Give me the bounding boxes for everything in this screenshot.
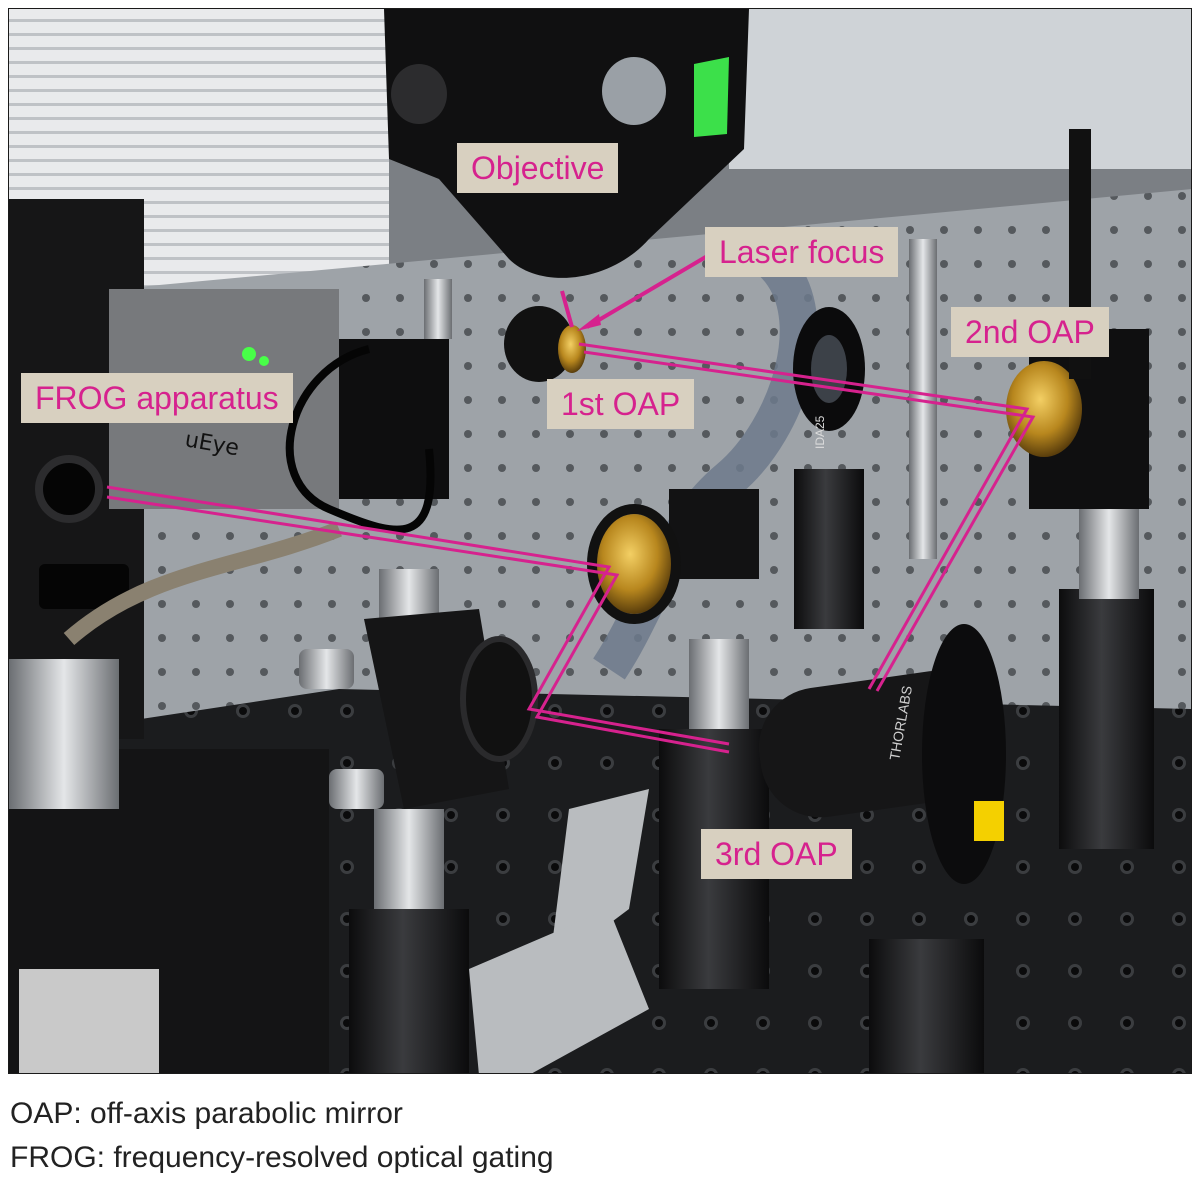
label-laser-focus: Laser focus [705,227,899,277]
label-objective: Objective [457,143,619,193]
label-1st-oap: 1st OAP [547,379,695,429]
optical-setup-illustration: uEye IDA25 THORLABS [9,9,1191,1073]
laser-beam-path [106,342,1036,754]
figure-caption: OAP: off-axis parabolic mirror FROG: fre… [10,1092,554,1180]
caption-frog-definition: FROG: frequency-resolved optical gating [10,1141,554,1174]
iris-marking-text: IDA25 [813,415,827,449]
label-frog-apparatus: FROG apparatus [21,373,293,423]
label-2nd-oap: 2nd OAP [951,307,1109,357]
caption-oap-definition: OAP: off-axis parabolic mirror [10,1097,403,1130]
lab-photo: uEye IDA25 THORLABS [8,8,1192,1074]
label-3rd-oap: 3rd OAP [701,829,852,879]
label-pointer-lines [560,253,711,329]
